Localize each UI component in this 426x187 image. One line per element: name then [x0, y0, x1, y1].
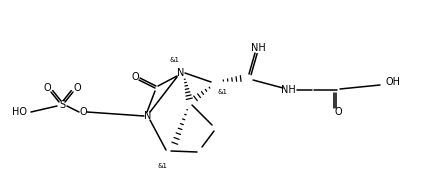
- Text: O: O: [334, 107, 342, 117]
- Text: O: O: [73, 83, 81, 93]
- Text: &1: &1: [170, 57, 180, 63]
- Text: HO: HO: [12, 107, 27, 117]
- Text: &1: &1: [218, 89, 228, 95]
- Text: N: N: [144, 111, 152, 121]
- Text: O: O: [43, 83, 51, 93]
- Text: NH: NH: [281, 85, 295, 95]
- Text: OH: OH: [385, 77, 400, 87]
- Text: O: O: [79, 107, 87, 117]
- Text: NH: NH: [250, 43, 265, 53]
- Text: S: S: [59, 100, 65, 110]
- Text: O: O: [131, 72, 139, 82]
- Text: N: N: [177, 68, 185, 78]
- Text: &1: &1: [158, 163, 168, 169]
